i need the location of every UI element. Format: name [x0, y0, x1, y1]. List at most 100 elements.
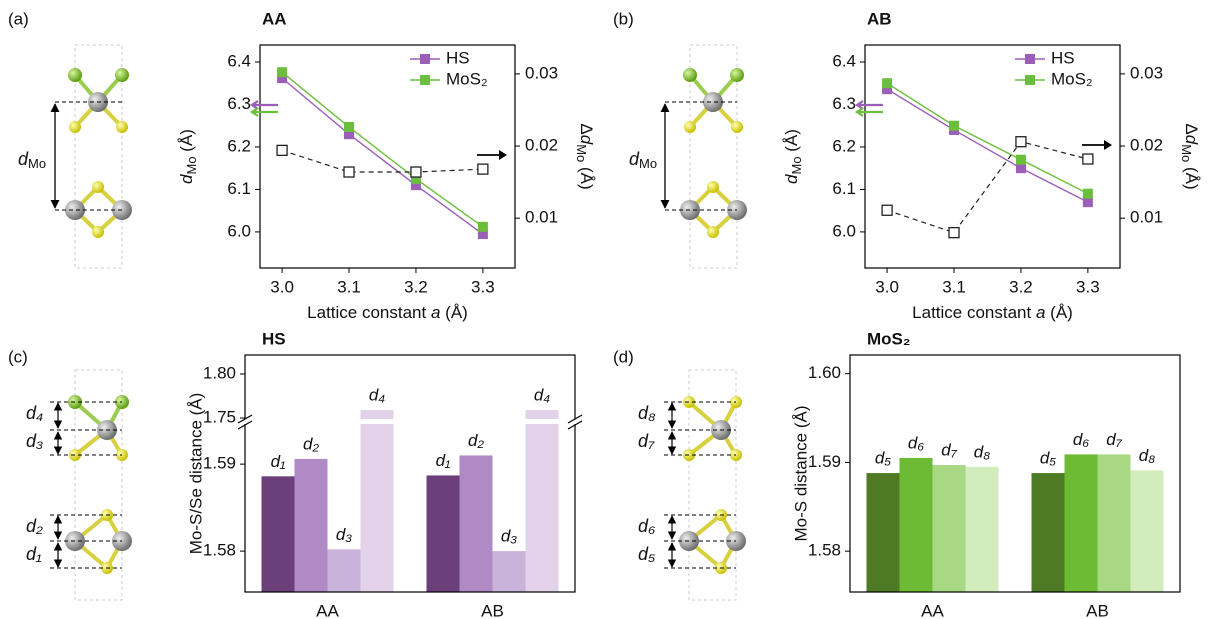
- bar-label: d₅: [875, 449, 891, 468]
- x-tick-label: AA: [921, 601, 944, 619]
- x-axis-label: Lattice constant a (Å): [307, 303, 468, 322]
- structure-b: dMo: [629, 44, 747, 269]
- data-point: [344, 121, 355, 132]
- chart-title: MoS₂: [867, 329, 910, 348]
- plot-frame: [849, 354, 1181, 593]
- break-mark: [567, 414, 583, 424]
- data-point: [882, 78, 893, 89]
- y-tick-label: 1.80: [203, 363, 236, 382]
- data-point: [1015, 163, 1026, 174]
- bar-label: d₅: [1040, 449, 1056, 468]
- x-axis-label: Lattice constant a (Å): [912, 303, 1073, 322]
- data-point: [1015, 136, 1027, 148]
- legend-marker: [1025, 75, 1035, 85]
- legend-label: HS: [1051, 48, 1075, 67]
- label-part: d: [18, 149, 29, 169]
- label-part: (Å): [1182, 162, 1201, 189]
- y2-axis-label: ΔdMo (Å): [1179, 123, 1201, 189]
- data-point: [410, 180, 421, 191]
- y2-tick-label: 0.01: [1130, 208, 1163, 227]
- y-tick-label: 1.58: [808, 541, 841, 560]
- label-part: d: [577, 135, 596, 145]
- bar: [492, 551, 526, 592]
- bar: [1031, 473, 1065, 592]
- bar-label: d₆: [908, 433, 924, 452]
- data-point: [410, 173, 421, 184]
- plot-frame: [864, 44, 1121, 269]
- bar: [932, 465, 966, 592]
- label-part: a: [1036, 303, 1045, 322]
- bar: [360, 410, 394, 592]
- x-tick-label: 3.0: [270, 277, 294, 296]
- y-tick-label: 6.1: [832, 179, 856, 198]
- structure-label: d₆: [638, 516, 655, 536]
- y-tick-label: 6.3: [227, 94, 251, 113]
- bar-label: d₄: [534, 386, 550, 405]
- bar: [1064, 454, 1098, 592]
- panel-label: (b): [613, 9, 634, 28]
- structure-label: d₅: [638, 544, 655, 564]
- bar: [327, 549, 361, 592]
- bar-label: d₁: [271, 452, 286, 471]
- data-point: [1082, 197, 1093, 208]
- data-point: [277, 67, 288, 78]
- structure-label: d₇: [638, 431, 655, 451]
- bar: [525, 410, 559, 592]
- label-part: Mo: [789, 156, 804, 174]
- label-part: d: [1182, 135, 1201, 145]
- label-part: Lattice constant: [307, 303, 431, 322]
- series-line: [886, 82, 1089, 195]
- label-part: d: [782, 174, 801, 184]
- data-point: [344, 129, 355, 140]
- y2-tick-label: 0.01: [525, 208, 558, 227]
- structure-d: d₈ d₇ d₆ d₅: [638, 369, 746, 601]
- bar: [1097, 454, 1131, 592]
- data-point: [276, 144, 288, 157]
- y-tick-label: 6.4: [227, 51, 251, 70]
- plot-frame: [259, 44, 516, 269]
- bar-label: d₂: [468, 431, 484, 450]
- break-mark: [237, 420, 253, 430]
- x-tick-label: 3.2: [404, 277, 428, 296]
- y-tick-label: 6.2: [227, 136, 251, 155]
- data-point: [477, 163, 489, 175]
- y2-tick-label: 0.02: [1130, 136, 1163, 155]
- bar-label: d₈: [1139, 446, 1156, 465]
- y-tick-label: 6.0: [832, 221, 856, 240]
- y2-tick-label: 0.02: [525, 136, 558, 155]
- panel-label: (a): [8, 9, 29, 28]
- chart-title: AA: [262, 9, 287, 28]
- y-tick-label: 6.1: [227, 179, 251, 198]
- bar: [1130, 470, 1164, 592]
- data-point: [410, 166, 422, 178]
- y-tick-label: 1.60: [808, 363, 841, 382]
- plot-frame: [244, 354, 576, 593]
- bar: [965, 466, 999, 592]
- y2-axis-label: ΔdMo (Å): [574, 123, 596, 189]
- data-point: [1015, 154, 1026, 165]
- label-part: Lattice constant: [912, 303, 1036, 322]
- bar-label: d₁: [436, 451, 451, 470]
- axis-arrow: [855, 100, 883, 110]
- bar: [899, 457, 933, 592]
- bar-label: d₃: [501, 527, 517, 546]
- panel-label: (c): [8, 347, 28, 366]
- chart-title: AB: [867, 9, 892, 28]
- bar-label: d₆: [1073, 430, 1089, 449]
- legend-marker: [420, 54, 430, 64]
- structure-label: d₁: [26, 544, 42, 564]
- bar: [866, 473, 900, 592]
- structure-a: dMo: [18, 44, 132, 269]
- bar-label: d₈: [974, 442, 991, 461]
- label-part: Mo: [1179, 144, 1194, 162]
- bar: [426, 475, 460, 592]
- data-point: [277, 73, 288, 84]
- x-tick-label: 3.0: [875, 277, 899, 296]
- y-axis-label: dMo (Å): [782, 129, 804, 184]
- label-part: Mo: [639, 156, 657, 171]
- bar: [261, 476, 295, 592]
- y-axis-label: Mo-S/Se distance (Å): [186, 393, 205, 555]
- y-tick-label: 1.59: [203, 454, 236, 473]
- y-tick-label: 6.0: [227, 221, 251, 240]
- break-mark: [567, 420, 583, 430]
